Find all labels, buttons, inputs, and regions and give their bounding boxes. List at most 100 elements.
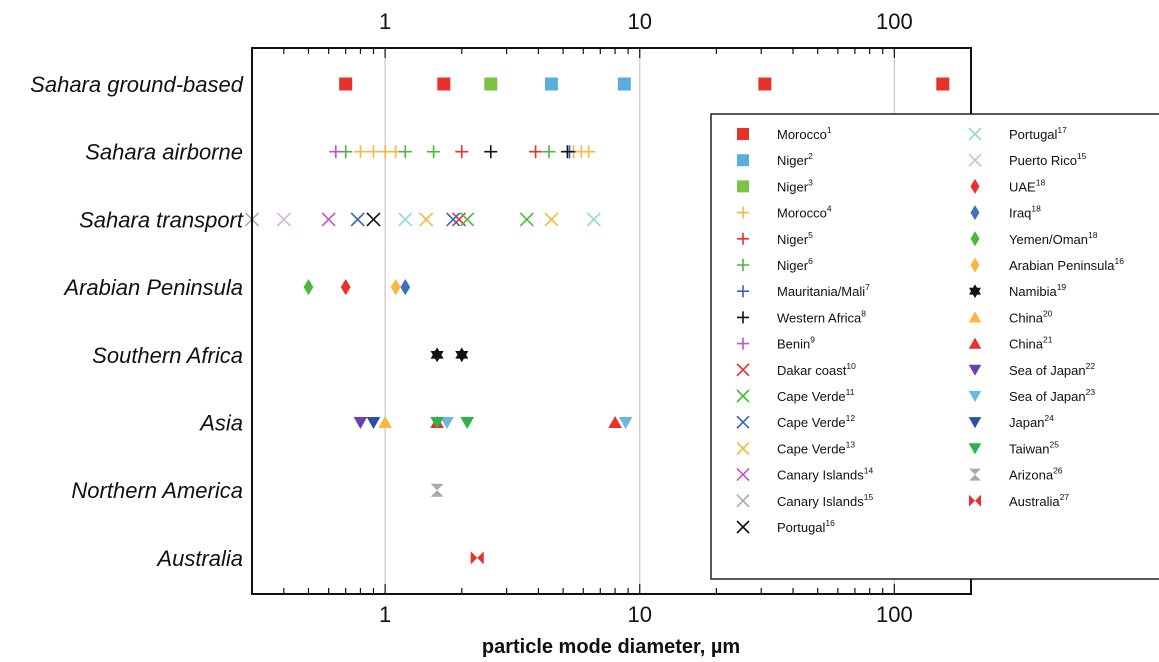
legend-ref: 21 bbox=[1043, 335, 1053, 345]
data-point bbox=[586, 212, 601, 227]
legend-label: Niger2 bbox=[777, 151, 813, 168]
legend-label: Arabian Peninsula16 bbox=[1009, 256, 1124, 273]
legend-item: Canary Islands14 bbox=[736, 466, 873, 483]
legend-ref: 2 bbox=[808, 151, 813, 161]
legend-ref: 24 bbox=[1044, 413, 1054, 423]
legend-label: Portugal17 bbox=[1009, 125, 1067, 142]
data-point bbox=[366, 145, 380, 159]
legend-item: Niger5 bbox=[737, 230, 813, 247]
legend-item: Western Africa8 bbox=[737, 308, 866, 325]
legend-item: Sea of Japan22 bbox=[968, 361, 1095, 378]
legend-ref: 7 bbox=[865, 282, 870, 292]
x-axis-label: particle mode diameter, µm bbox=[482, 636, 740, 658]
legend-ref: 10 bbox=[846, 361, 856, 371]
category-label: Sahara ground-based bbox=[30, 72, 244, 97]
data-point bbox=[350, 212, 365, 227]
legend-ref: 18 bbox=[1031, 204, 1041, 214]
data-point bbox=[617, 77, 631, 91]
legend-item: Mauritania/Mali7 bbox=[737, 282, 870, 299]
data-point bbox=[378, 416, 392, 429]
data-point bbox=[390, 278, 401, 296]
legend-item: Canary Islands15 bbox=[736, 492, 874, 509]
x-tick-label-top: 10 bbox=[628, 9, 652, 34]
data-point bbox=[758, 77, 772, 91]
legend-label: Canary Islands14 bbox=[777, 466, 873, 483]
legend-ref: 27 bbox=[1060, 492, 1070, 502]
data-point bbox=[430, 347, 444, 363]
legend-ref: 14 bbox=[864, 466, 874, 476]
legend-ref: 13 bbox=[846, 439, 856, 449]
legend-ref: 25 bbox=[1049, 439, 1059, 449]
legend-ref: 1 bbox=[827, 125, 832, 135]
legend-ref: 5 bbox=[808, 230, 813, 240]
x-tick-label-top: 1 bbox=[379, 9, 391, 34]
data-point bbox=[398, 145, 412, 159]
legend-label: China21 bbox=[1009, 335, 1053, 352]
data-point bbox=[419, 212, 434, 227]
category-label: Australia bbox=[155, 546, 243, 571]
data-point bbox=[340, 278, 351, 296]
legend-item: Cape Verde11 bbox=[736, 387, 855, 404]
legend-label: Yemen/Oman18 bbox=[1009, 230, 1098, 247]
legend-item: Namibia19 bbox=[969, 282, 1066, 299]
data-point bbox=[560, 145, 574, 159]
legend-ref: 26 bbox=[1053, 466, 1063, 476]
data-point bbox=[353, 145, 367, 159]
legend-item: Niger2 bbox=[737, 151, 813, 168]
legend-ref: 4 bbox=[827, 204, 832, 214]
legend-label: Sea of Japan22 bbox=[1009, 361, 1095, 378]
data-point bbox=[430, 416, 444, 429]
data-point bbox=[455, 145, 469, 159]
category-labels: Sahara ground-based Sahara airborne Sahara… bbox=[30, 72, 244, 571]
data-point bbox=[366, 416, 381, 429]
legend-label: Puerto Rico15 bbox=[1009, 151, 1087, 168]
data-point bbox=[460, 416, 474, 429]
data-point bbox=[460, 212, 475, 227]
data-point bbox=[446, 212, 461, 227]
legend-item: Japan24 bbox=[968, 413, 1054, 430]
legend-label: Taiwan25 bbox=[1009, 439, 1059, 456]
legend-label: Dakar coast10 bbox=[777, 361, 856, 378]
data-point bbox=[339, 77, 353, 91]
data-point bbox=[400, 278, 411, 296]
data-point bbox=[544, 77, 558, 91]
legend-item: Australia27 bbox=[969, 492, 1069, 509]
legend-ref: 20 bbox=[1043, 308, 1053, 318]
data-point bbox=[430, 483, 444, 497]
legend-item: Cape Verde12 bbox=[736, 413, 855, 430]
legend-item: Morocco4 bbox=[737, 204, 832, 221]
data-point bbox=[353, 416, 368, 429]
legend-ref: 15 bbox=[864, 492, 874, 502]
legend-ref: 16 bbox=[825, 518, 835, 528]
data-point bbox=[484, 145, 498, 159]
legend-label: Cape Verde12 bbox=[777, 413, 855, 430]
legend-item: China21 bbox=[968, 335, 1053, 352]
data-point bbox=[544, 212, 559, 227]
legend-ref: 15 bbox=[1077, 151, 1087, 161]
legend-ref: 6 bbox=[808, 256, 813, 266]
data-point bbox=[484, 77, 498, 91]
legend-item: Puerto Rico15 bbox=[968, 151, 1087, 168]
legend-label: Niger6 bbox=[777, 256, 813, 273]
legend-item: Dakar coast10 bbox=[736, 361, 856, 378]
data-point bbox=[440, 416, 454, 429]
data-point bbox=[437, 77, 451, 91]
legend-ref: 18 bbox=[1088, 230, 1098, 240]
legend-label: Cape Verde13 bbox=[777, 439, 855, 456]
legend-item: Niger6 bbox=[737, 256, 813, 273]
legend-item: Sea of Japan23 bbox=[968, 387, 1095, 404]
legend-ref: 8 bbox=[861, 308, 866, 318]
legend-item: Yemen/Oman18 bbox=[970, 230, 1098, 247]
legend-label: China20 bbox=[1009, 308, 1053, 325]
data-point bbox=[276, 212, 291, 227]
data-point bbox=[303, 278, 314, 296]
legend-box bbox=[710, 113, 1159, 580]
category-label: Asia bbox=[198, 411, 243, 436]
category-label: Sahara transport bbox=[79, 207, 244, 232]
legend-ref: 3 bbox=[808, 177, 813, 187]
legend-label: Australia27 bbox=[1009, 492, 1069, 509]
legend: Morocco1 Niger2 Niger3 Morocco4 Niger5 Niger6… bbox=[710, 113, 1159, 580]
data-point bbox=[329, 145, 343, 159]
data-point bbox=[519, 212, 534, 227]
